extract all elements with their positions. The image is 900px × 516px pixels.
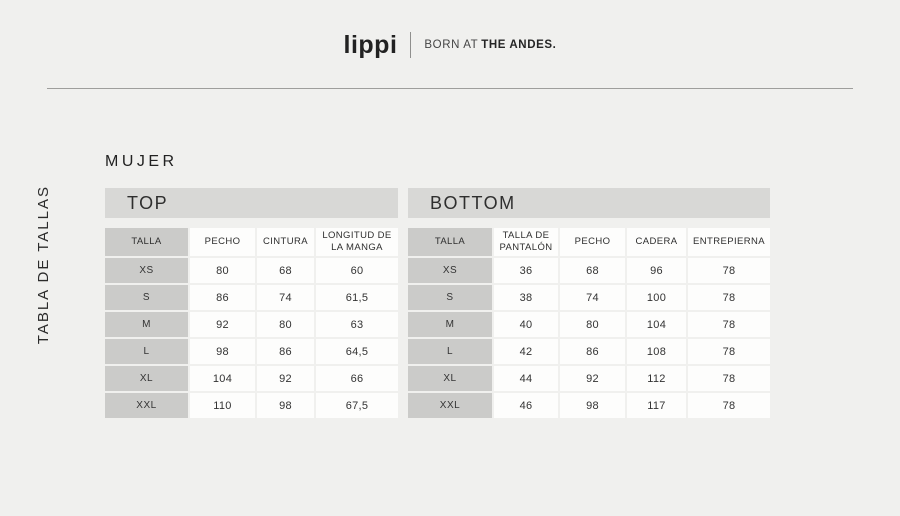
size-label-cell: S: [105, 285, 188, 310]
measure-cell: 46: [494, 393, 558, 418]
header-divider-line: [47, 88, 853, 89]
measure-cell: 78: [688, 312, 770, 337]
lippi-logo: lippi: [343, 30, 398, 59]
size-label-cell: L: [408, 339, 492, 364]
measure-cell: 80: [190, 258, 255, 283]
measure-cell: 78: [688, 393, 770, 418]
measure-cell: 86: [190, 285, 255, 310]
measure-cell: 74: [257, 285, 314, 310]
measure-cell: 67,5: [316, 393, 398, 418]
measure-cell: 104: [627, 312, 686, 337]
measure-cell: 98: [190, 339, 255, 364]
size-label-cell: M: [408, 312, 492, 337]
bottom-col-header-talla: TALLA: [408, 228, 492, 256]
measure-cell: 42: [494, 339, 558, 364]
measure-cell: 80: [257, 312, 314, 337]
measure-cell: 38: [494, 285, 558, 310]
measure-cell: 98: [560, 393, 625, 418]
brand-tagline: BORN AT THE ANDES.: [424, 39, 556, 51]
measure-cell: 74: [560, 285, 625, 310]
top-col-header-pecho: PECHO: [190, 228, 255, 256]
measure-cell: 98: [257, 393, 314, 418]
top-col-header-longitud-manga: LONGITUD DE LA MANGA: [316, 228, 398, 256]
bottom-col-header-talla-pantalon: TALLA DE PANTALÓN: [494, 228, 558, 256]
tagline-bold: THE ANDES.: [481, 39, 557, 51]
measure-cell: 63: [316, 312, 398, 337]
measure-cell: 68: [257, 258, 314, 283]
bottom-col-header-cadera: CADERA: [627, 228, 686, 256]
measure-cell: 66: [316, 366, 398, 391]
measure-cell: 104: [190, 366, 255, 391]
measure-cell: 78: [688, 366, 770, 391]
tagline-regular: BORN AT: [424, 39, 479, 51]
bottom-table-title-bar: BOTTOM: [408, 188, 770, 218]
size-label-cell: XL: [105, 366, 188, 391]
measure-cell: 110: [190, 393, 255, 418]
top-table-title-bar: TOP: [105, 188, 398, 218]
measure-cell: 44: [494, 366, 558, 391]
measure-cell: 86: [560, 339, 625, 364]
measure-cell: 108: [627, 339, 686, 364]
size-label-cell: S: [408, 285, 492, 310]
bottom-size-table: BOTTOM TALLA TALLA DE PANTALÓN PECHO CAD…: [408, 188, 770, 418]
measure-cell: 40: [494, 312, 558, 337]
measure-cell: 117: [627, 393, 686, 418]
top-table-grid: TALLA PECHO CINTURA LONGITUD DE LA MANGA…: [105, 228, 398, 418]
top-col-header-cintura: CINTURA: [257, 228, 314, 256]
measure-cell: 78: [688, 339, 770, 364]
measure-cell: 112: [627, 366, 686, 391]
measure-cell: 92: [257, 366, 314, 391]
measure-cell: 92: [560, 366, 625, 391]
measure-cell: 78: [688, 258, 770, 283]
size-chart-content: MUJER TOP TALLA PECHO CINTURA LONGITUD D…: [105, 153, 770, 418]
bottom-col-header-pecho: PECHO: [560, 228, 625, 256]
bottom-col-header-entrepierna: ENTREPIERNA: [688, 228, 770, 256]
logo-divider: [410, 32, 412, 58]
brand-header: lippi BORN AT THE ANDES.: [0, 32, 900, 58]
size-label-cell: M: [105, 312, 188, 337]
measure-cell: 68: [560, 258, 625, 283]
measure-cell: 36: [494, 258, 558, 283]
measure-cell: 78: [688, 285, 770, 310]
top-table-title: TOP: [127, 192, 169, 213]
bottom-table-title: BOTTOM: [430, 192, 516, 213]
bottom-table-grid: TALLA TALLA DE PANTALÓN PECHO CADERA ENT…: [408, 228, 770, 418]
measure-cell: 80: [560, 312, 625, 337]
size-label-cell: XL: [408, 366, 492, 391]
top-size-table: TOP TALLA PECHO CINTURA LONGITUD DE LA M…: [105, 188, 398, 418]
measure-cell: 92: [190, 312, 255, 337]
measure-cell: 86: [257, 339, 314, 364]
size-label-cell: L: [105, 339, 188, 364]
section-title-mujer: MUJER: [105, 153, 178, 170]
measure-cell: 64,5: [316, 339, 398, 364]
size-label-cell: XXL: [105, 393, 188, 418]
tabla-de-tallas-label: TABLA DE TALLAS: [35, 185, 52, 345]
measure-cell: 96: [627, 258, 686, 283]
measure-cell: 60: [316, 258, 398, 283]
top-col-header-talla: TALLA: [105, 228, 188, 256]
measure-cell: 61,5: [316, 285, 398, 310]
size-label-cell: XXL: [408, 393, 492, 418]
measure-cell: 100: [627, 285, 686, 310]
size-label-cell: XS: [408, 258, 492, 283]
tables-row: TOP TALLA PECHO CINTURA LONGITUD DE LA M…: [105, 188, 770, 418]
size-label-cell: XS: [105, 258, 188, 283]
